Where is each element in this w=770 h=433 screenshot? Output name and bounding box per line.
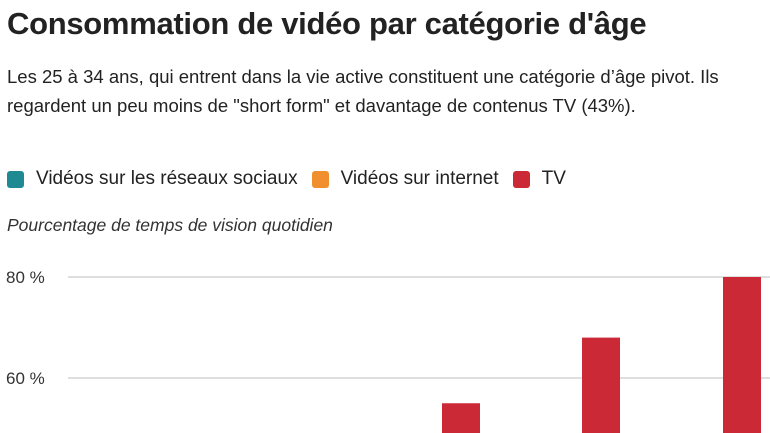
legend-swatch: [512, 170, 530, 188]
legend-item[interactable]: Vidéos sur les réseaux sociaux: [7, 168, 298, 190]
legend-label: Vidéos sur internet: [340, 168, 499, 189]
legend-item[interactable]: TV: [512, 168, 566, 190]
bar-tv[interactable]: [723, 277, 761, 433]
legend: Vidéos sur les réseaux sociaux Vidéos sur…: [7, 168, 580, 190]
legend-swatch: [7, 170, 24, 188]
y-tick-label: 80 %: [6, 268, 45, 287]
bar-tv[interactable]: [582, 337, 620, 433]
chart-subtitle: Les 25 à 34 ans, qui entrent dans la vie…: [7, 66, 719, 116]
legend-label: TV: [541, 168, 566, 189]
chart-title: Consommation de vidéo par catégorie d'âg…: [7, 6, 647, 41]
legend-item[interactable]: Vidéos sur internet: [311, 168, 499, 190]
bar-tv[interactable]: [442, 403, 480, 433]
legend-label: Vidéos sur les réseaux sociaux: [36, 168, 298, 189]
legend-swatch: [311, 170, 329, 188]
y-axis-label: Pourcentage de temps de vision quotidien: [7, 215, 333, 235]
y-tick-label: 60 %: [6, 369, 45, 388]
